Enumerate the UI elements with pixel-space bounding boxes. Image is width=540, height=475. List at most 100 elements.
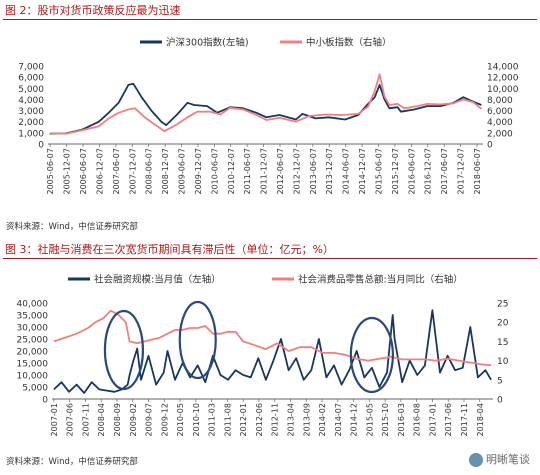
fig2-xtick-label: 2011-06-07: [243, 148, 252, 195]
fig3-ytick-left: 5,000: [22, 384, 48, 394]
fig3-xtick-label: 2010-05: [176, 403, 185, 436]
fig3-xtick-label: 2017-01: [428, 403, 437, 436]
fig3-legend-label-1: 社会融资规模:当月值（左轴）: [94, 274, 221, 286]
fig2-xtick-label: 2009-12-07: [194, 148, 203, 195]
fig2-legend-label-1: 沪深300指数(左轴): [166, 37, 249, 49]
fig3-xtick-label: 2016-08: [413, 403, 422, 436]
fig3-xtick-label: 2007-01: [50, 403, 59, 436]
fig3-xtick-label: 2015-10: [381, 403, 390, 436]
fig2-xtick-label: 2015-06-07: [374, 148, 383, 195]
fig3-ytick-left: 30,000: [17, 324, 49, 334]
fig3-xtick-label: 2007-06: [66, 403, 75, 436]
fig2-series-line-1: [49, 82, 482, 135]
fig2-xtick-label: 2006-06-07: [79, 148, 88, 195]
fig2-xtick-label: 2008-12-07: [161, 148, 170, 195]
fig2-xtick-label: 2009-06-07: [178, 148, 187, 195]
fig2-ytick-left: 7,000: [18, 63, 44, 73]
fig2-xtick-label: 2014-06-07: [342, 148, 351, 195]
fig2-title: 图 2：股市对货币政策反应最为迅速: [5, 4, 181, 17]
fig3-xtick-label: 2017-06: [444, 403, 453, 436]
fig3-title: 图 3：社融与消费在三次宽货币期间具有滞后性（单位：亿元；%）: [5, 243, 334, 256]
fig2-source: 资料来源：Wind，中信证券研究部: [6, 222, 138, 232]
fig3-ytick-right: 15: [497, 338, 508, 348]
fig3-ytick-left: 25,000: [17, 336, 49, 346]
fig2-xtick-label: 2008-06-07: [145, 148, 154, 195]
fig2-xtick-label: 2014-12-07: [358, 148, 367, 195]
fig2-xtick-label: 2005-12-07: [63, 148, 72, 195]
fig2-xtick-label: 2016-06-07: [407, 148, 416, 195]
watermark: 明晰笔谈: [469, 451, 530, 467]
fig3-highlight-ellipse-1: [103, 309, 145, 391]
fig3-ytick-left: 35,000: [17, 312, 49, 322]
fig2-title-bar: 图 2：股市对货币政策反应最为迅速: [3, 0, 537, 20]
fig2-xtick-label: 2012-12-07: [292, 148, 301, 195]
fig2-xtick-label: 2013-06-07: [309, 148, 318, 195]
fig2-ytick-right: 10,000: [487, 85, 519, 95]
fig3-xtick-label: 2015-05: [365, 403, 374, 436]
fig3-xtick-label: 2007-11: [81, 403, 90, 436]
fig2-xtick-label: 2018-06-07: [473, 148, 482, 195]
fig2-ytick-right: 4,000: [487, 118, 513, 128]
fig3-ytick-left: 10,000: [17, 372, 49, 382]
fig2-xtick-label: 2012-06-07: [276, 148, 285, 195]
fig2-chart: 沪深300指数(左轴) 中小板指数（右轴）01,0002,0003,0004,00…: [18, 37, 519, 195]
fig3-xtick-label: 2014-07: [334, 403, 343, 436]
fig3-xtick-label: 2011-03: [208, 403, 217, 436]
fig2-xtick-label: 2011-12-07: [260, 148, 269, 195]
fig2-xtick-label: 2013-12-07: [325, 148, 334, 195]
fig3-legend-label-2: 社会消费品零售总额:当月同比（右轴）: [298, 274, 463, 286]
fig3-xtick-label: 2011-08: [223, 403, 232, 436]
fig2-xtick-label: 2006-12-07: [95, 148, 104, 195]
fig2-ytick-left: 0: [38, 141, 44, 151]
fig2-xtick-label: 2010-06-07: [210, 148, 219, 195]
fig2-ytick-right: 14,000: [487, 63, 519, 73]
fig3-ytick-left: 15,000: [17, 360, 49, 370]
fig3-ytick-left: 20,000: [17, 348, 49, 358]
fig2-series-line-2: [49, 73, 482, 135]
fig3-xtick-label: 2009-12: [160, 403, 169, 436]
fig3-xtick-label: 2009-02: [129, 403, 138, 436]
fig3-xtick-label: 2014-02: [318, 403, 327, 436]
fig3-highlight-ellipse-3: [349, 316, 394, 394]
fig3-ytick-right: 5: [497, 376, 503, 386]
fig3-xtick-label: 2012-06: [255, 403, 264, 436]
fig2-xtick-label: 2007-12-07: [128, 148, 137, 195]
fig2-xtick-label: 2017-12-07: [457, 148, 466, 195]
fig2-xtick-label: 2010-12-07: [227, 148, 236, 195]
fig3-highlight-ellipse-2: [178, 300, 217, 380]
fig3-ytick-right: 10: [497, 357, 509, 367]
fig2-ytick-left: 3,000: [18, 107, 44, 117]
fig3-ytick-right: 20: [497, 319, 509, 329]
fig3-xtick-label: 2016-03: [397, 403, 406, 436]
fig2-xtick-label: 2016-12-07: [424, 148, 433, 195]
fig3-chart: 社会融资规模:当月值（左轴） 社会消费品零售总额:当月同比（右轴） 0 5,000 10…: [17, 274, 509, 437]
fig2-ytick-right: 0: [487, 141, 493, 151]
fig3-series-line-1: [53, 309, 492, 394]
fig3-xtick-label: 2012-11: [271, 403, 280, 436]
fig3-title-bar: 图 3：社融与消费在三次宽货币期间具有滞后性（单位：亿元；%）: [3, 239, 537, 259]
fig3-xtick-label: 2017-11: [460, 403, 469, 436]
fig2-ytick-left: 6,000: [18, 74, 44, 84]
wechat-icon: [469, 453, 483, 467]
fig2-xtick-label: 2007-06-07: [112, 148, 121, 195]
fig3-xtick-label: 2009-07: [145, 403, 154, 436]
fig3-ytick-left: 0: [42, 396, 48, 406]
fig3-xtick-label: 2018-04: [476, 403, 485, 436]
fig3-series-line-2: [53, 309, 492, 367]
fig2-ytick-left: 4,000: [18, 96, 44, 106]
fig3-ytick-right: 25: [497, 300, 508, 310]
fig3-xtick-label: 2010-10: [192, 403, 201, 436]
fig2-xtick-label: 2017-06-07: [440, 148, 449, 195]
fig3-ytick-right: 0: [497, 396, 503, 406]
watermark-text: 明晰笔谈: [486, 453, 530, 466]
fig3-xtick-label: 2013-09: [302, 403, 311, 436]
fig3-xtick-label: 2013-04: [286, 403, 295, 436]
fig2-ytick-right: 6,000: [487, 107, 513, 117]
fig3-xtick-label: 2014-12: [350, 403, 359, 436]
fig3-source: 资料来源：Wind，中信证券研究部: [6, 457, 138, 467]
fig3-xtick-label: 2008-09: [113, 403, 122, 436]
fig2-xtick-label: 2005-06-07: [46, 148, 55, 195]
fig2-ytick-right: 8,000: [487, 96, 513, 106]
fig2-ytick-right: 12,000: [487, 74, 519, 84]
fig2-xtick-label: 2015-12-07: [391, 148, 400, 195]
